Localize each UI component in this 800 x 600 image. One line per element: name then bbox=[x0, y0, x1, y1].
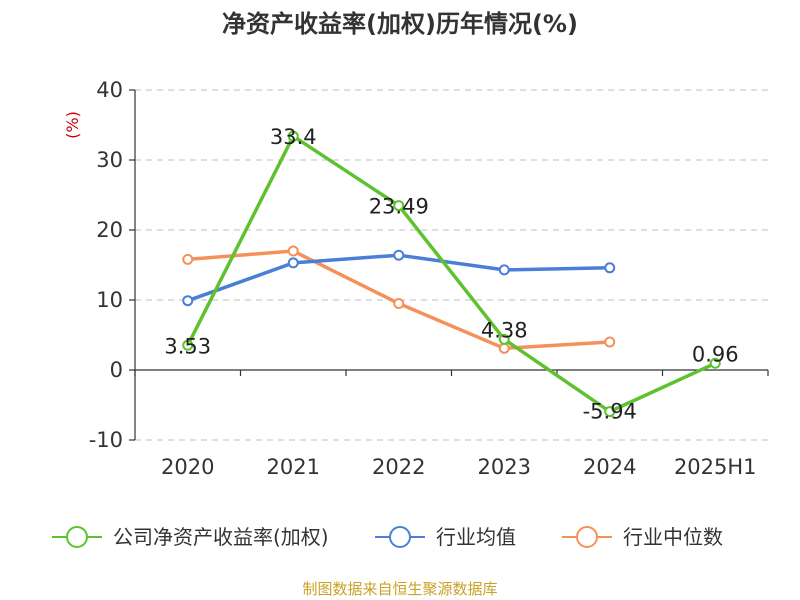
y-tick-label: 0 bbox=[110, 358, 123, 382]
y-tick-label: -10 bbox=[89, 428, 123, 452]
y-tick-label: 20 bbox=[96, 218, 123, 242]
x-tick-label: 2020 bbox=[161, 455, 214, 479]
legend-swatch-marker bbox=[389, 526, 411, 548]
x-tick-label: 2022 bbox=[372, 455, 425, 479]
data-point bbox=[287, 257, 299, 269]
data-point bbox=[604, 262, 616, 274]
data-point bbox=[287, 245, 299, 257]
series-layer bbox=[182, 130, 721, 418]
chart-title: 净资产收益率(加权)历年情况(%) bbox=[222, 10, 578, 38]
legend-label: 公司净资产收益率(加权) bbox=[113, 525, 329, 549]
source-note: 制图数据来自恒生聚源数据库 bbox=[302, 580, 497, 598]
data-point bbox=[498, 342, 510, 354]
data-point bbox=[182, 339, 194, 351]
data-point bbox=[182, 253, 194, 265]
series-line bbox=[186, 134, 716, 414]
data-point bbox=[393, 249, 405, 261]
data-point bbox=[393, 298, 405, 309]
legend-swatch-marker bbox=[576, 526, 598, 548]
data-label: 0.96 bbox=[692, 342, 739, 366]
data-label: 33.4 bbox=[270, 125, 317, 149]
data-point bbox=[393, 200, 405, 212]
legend-swatch-marker bbox=[66, 526, 88, 548]
data-point bbox=[604, 336, 616, 348]
data-point bbox=[182, 295, 194, 307]
legend: 公司净资产收益率(加权) 行业均值 行业中位数 bbox=[52, 525, 723, 549]
data-label: 3.53 bbox=[164, 334, 211, 358]
legend-item: 行业中位数 bbox=[562, 525, 723, 549]
data-point bbox=[604, 406, 616, 418]
x-tick-label: 2024 bbox=[583, 455, 636, 479]
legend-item: 公司净资产收益率(加权) bbox=[52, 525, 329, 549]
series-line bbox=[187, 253, 610, 303]
legend-label: 行业中位数 bbox=[623, 525, 723, 549]
data-label: -5.94 bbox=[583, 400, 637, 424]
y-tick-label: 30 bbox=[96, 148, 123, 172]
data-point bbox=[498, 333, 510, 345]
x-tick-label: 2023 bbox=[478, 455, 531, 479]
data-point bbox=[709, 357, 721, 369]
data-point bbox=[287, 130, 299, 142]
y-tick-label: 10 bbox=[96, 288, 123, 312]
x-tick-label: 2021 bbox=[267, 455, 320, 479]
y-tick-label: 40 bbox=[96, 78, 123, 102]
x-tick-label: 2025H1 bbox=[674, 455, 757, 479]
y-unit-label: (%) bbox=[63, 111, 82, 139]
legend-item: 行业均值 bbox=[375, 525, 516, 549]
data-label: 4.38 bbox=[481, 318, 528, 342]
data-point bbox=[498, 264, 510, 276]
data-labels-layer: 3.53 33.4 23.49 4.38 -5.94 0.96 bbox=[164, 125, 738, 423]
data-label: 23.49 bbox=[369, 195, 429, 219]
legend-label: 行业均值 bbox=[436, 525, 516, 549]
axes: -10 0 10 20 30 40 2020 2021 2022 2023 2024 2025H1 bbox=[89, 78, 769, 479]
